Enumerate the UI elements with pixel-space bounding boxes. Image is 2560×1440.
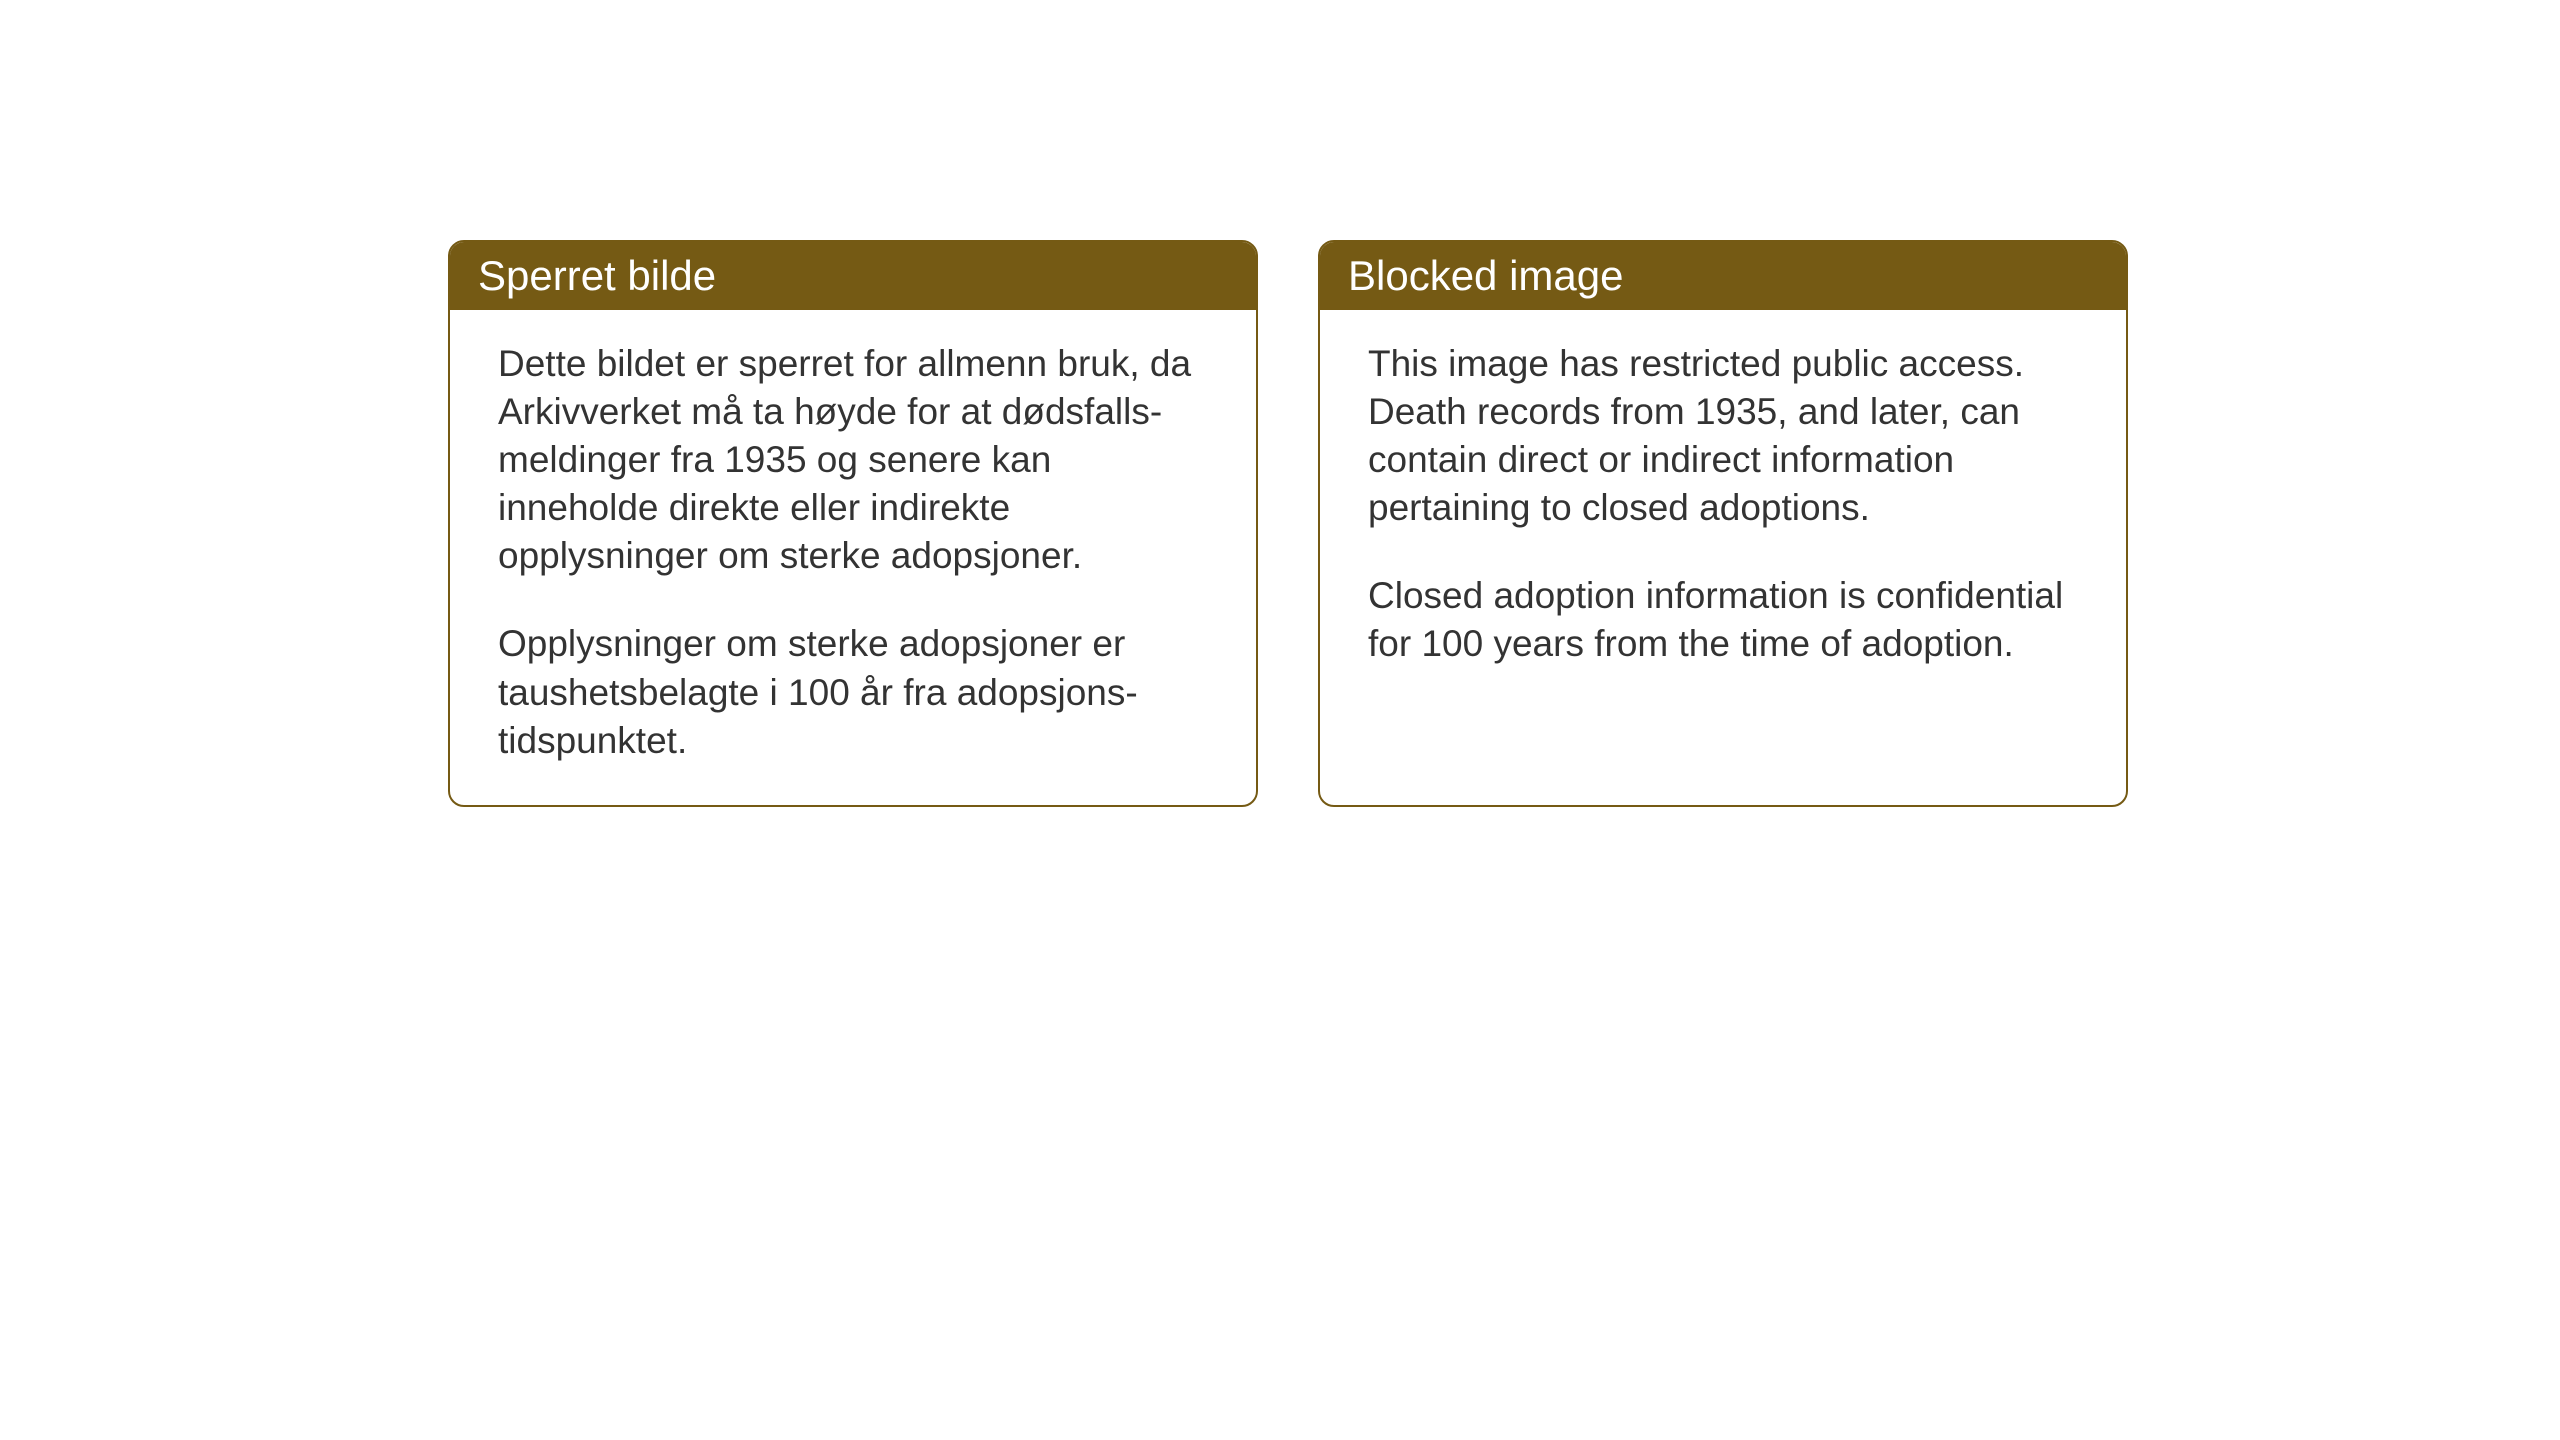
notice-card-english: Blocked image This image has restricted … (1318, 240, 2128, 807)
notice-card-norwegian: Sperret bilde Dette bildet er sperret fo… (448, 240, 1258, 807)
paragraph-1-english: This image has restricted public access.… (1368, 340, 2078, 532)
paragraph-1-norwegian: Dette bildet er sperret for allmenn bruk… (498, 340, 1208, 580)
card-header-english: Blocked image (1320, 242, 2126, 310)
card-header-norwegian: Sperret bilde (450, 242, 1256, 310)
paragraph-2-english: Closed adoption information is confident… (1368, 572, 2078, 668)
card-body-norwegian: Dette bildet er sperret for allmenn bruk… (450, 310, 1256, 805)
notice-cards-container: Sperret bilde Dette bildet er sperret fo… (448, 240, 2128, 807)
card-body-english: This image has restricted public access.… (1320, 310, 2126, 755)
paragraph-2-norwegian: Opplysninger om sterke adopsjoner er tau… (498, 620, 1208, 764)
